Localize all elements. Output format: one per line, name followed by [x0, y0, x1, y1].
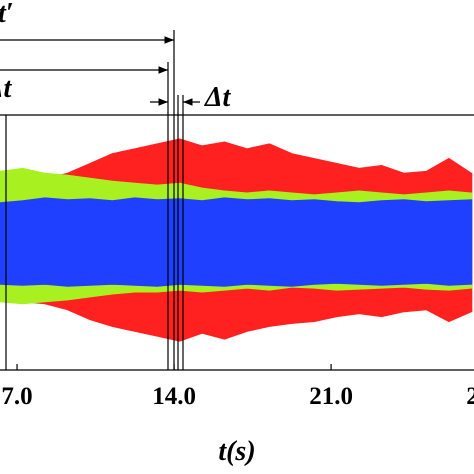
x-tick-label: 14.0 [152, 383, 196, 410]
x-tick-label: 28.0 [466, 383, 474, 410]
x-axis-label: t(s) [218, 436, 255, 467]
annotation: Δt [204, 82, 232, 113]
annotation: t′ [0, 0, 14, 29]
signal-band [0, 197, 473, 287]
x-tick-label: 21.0 [309, 383, 353, 410]
frame [0, 30, 474, 371]
annotation: Δt [0, 73, 13, 104]
signals [0, 138, 473, 342]
x-tick-label: 7.0 [1, 383, 32, 410]
